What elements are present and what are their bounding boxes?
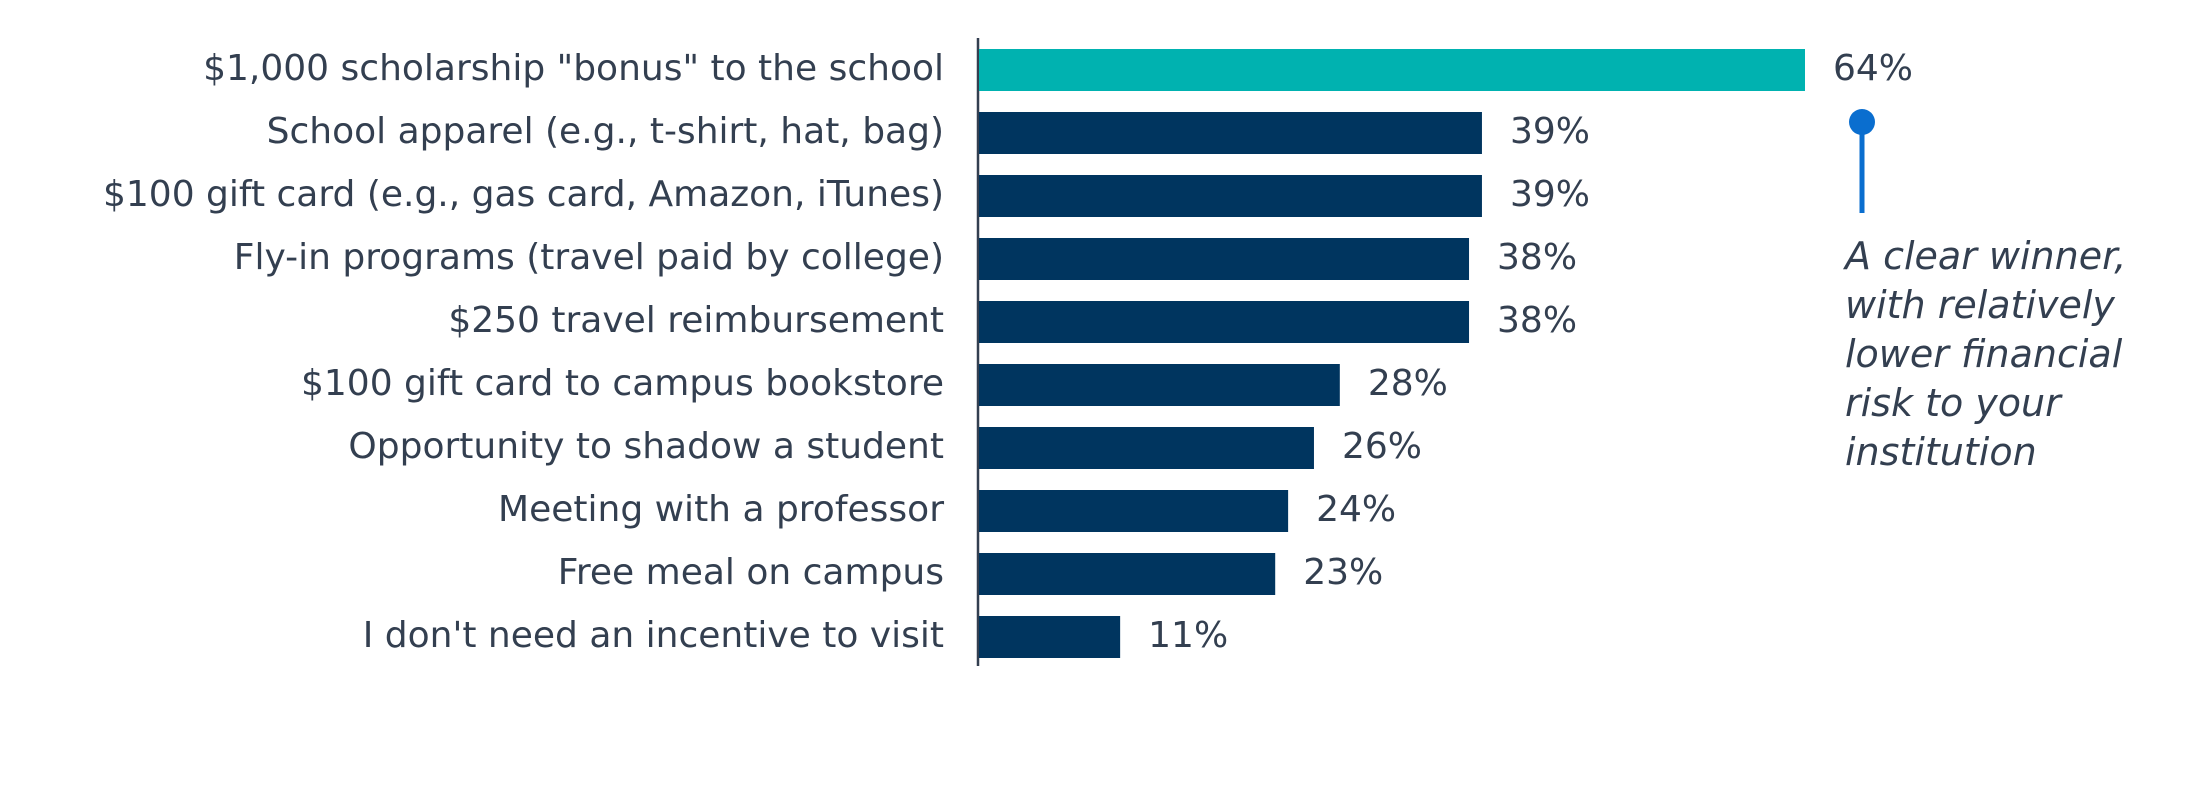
category-label: I don't need an incentive to visit: [363, 615, 944, 656]
value-label: 28%: [1368, 363, 1448, 404]
bar: [979, 112, 1482, 154]
category-label: $1,000 scholarship "bonus" to the school: [203, 48, 944, 89]
category-label: $100 gift card to campus bookstore: [301, 363, 944, 404]
value-label: 39%: [1510, 174, 1590, 215]
value-label: 39%: [1510, 111, 1590, 152]
category-label: Fly-in programs (travel paid by college): [234, 237, 944, 278]
bar: [979, 490, 1289, 532]
annotation-pin-head: [1849, 109, 1875, 135]
value-label: 64%: [1833, 48, 1913, 89]
value-label: 24%: [1316, 489, 1396, 530]
bar: [979, 301, 1470, 343]
bar: [979, 553, 1276, 595]
value-label: 11%: [1148, 615, 1228, 656]
bar: [979, 175, 1482, 217]
bar: [979, 427, 1314, 469]
category-label: School apparel (e.g., t-shirt, hat, bag): [267, 111, 944, 152]
category-label: $250 travel reimbursement: [448, 300, 944, 341]
category-label: Free meal on campus: [558, 552, 944, 593]
category-label: $100 gift card (e.g., gas card, Amazon, …: [103, 174, 944, 215]
annotation: A clear winner, with relatively lower fi…: [1845, 234, 2127, 474]
value-label: 23%: [1303, 552, 1383, 593]
value-label: 38%: [1497, 237, 1577, 278]
bar: [979, 616, 1121, 658]
category-label: Opportunity to shadow a student: [348, 426, 944, 467]
category-label: Meeting with a professor: [498, 489, 944, 530]
bar: [979, 238, 1470, 280]
bar: [979, 49, 1805, 91]
bar: [979, 364, 1340, 406]
value-label: 26%: [1342, 426, 1422, 467]
value-label: 38%: [1497, 300, 1577, 341]
